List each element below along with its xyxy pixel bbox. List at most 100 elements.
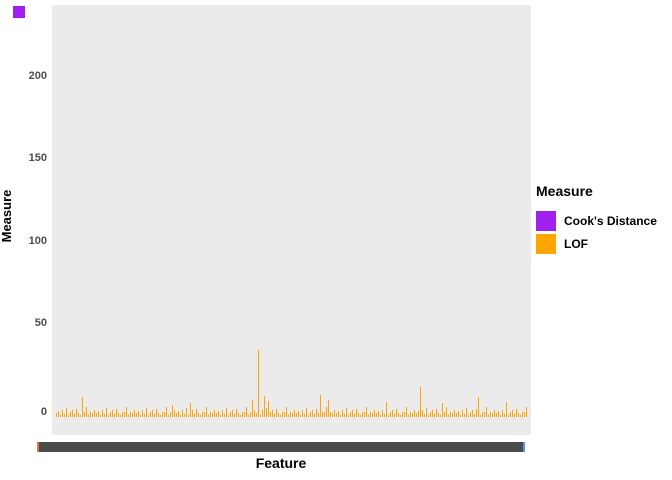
bar <box>196 409 198 417</box>
bar <box>390 412 392 417</box>
bar <box>114 414 116 417</box>
bar <box>286 406 288 417</box>
bar <box>226 408 228 417</box>
bar <box>310 412 312 417</box>
bar <box>126 406 128 417</box>
bar <box>298 410 300 417</box>
bar <box>120 415 122 417</box>
bar <box>356 409 358 417</box>
bar <box>510 412 512 417</box>
bar <box>128 414 130 417</box>
bar <box>396 409 398 417</box>
bar <box>90 411 92 417</box>
bar <box>194 414 196 417</box>
y-tick-50: 50 <box>34 316 47 329</box>
bar <box>300 414 302 417</box>
bar <box>176 413 178 417</box>
bar <box>262 410 264 417</box>
bar <box>104 413 106 417</box>
bar <box>454 409 456 417</box>
bar <box>202 411 204 417</box>
bar <box>162 411 164 417</box>
bar <box>234 414 236 417</box>
bar <box>244 412 246 417</box>
bar <box>508 415 510 417</box>
bar <box>56 413 58 417</box>
y-tick-200: 200 <box>28 70 47 82</box>
bar <box>248 414 250 417</box>
bar <box>86 406 88 417</box>
bar <box>268 401 270 417</box>
bar <box>212 413 214 417</box>
y-tick-100: 100 <box>28 235 47 247</box>
bar <box>124 412 126 417</box>
bar <box>274 414 276 417</box>
y-axis-title: Measure <box>0 189 14 243</box>
bar <box>524 412 526 417</box>
bar <box>242 411 244 417</box>
bar <box>130 411 132 417</box>
bar <box>232 410 234 417</box>
bar <box>228 415 230 417</box>
bar <box>94 409 96 417</box>
bar <box>520 415 522 417</box>
legend-title: Measure <box>536 183 593 199</box>
bar <box>384 413 386 417</box>
bar <box>470 412 472 417</box>
bar <box>218 410 220 417</box>
bar <box>434 414 436 417</box>
bar <box>70 412 72 417</box>
bar <box>284 412 286 417</box>
bar <box>230 412 232 417</box>
bar <box>352 410 354 417</box>
bar <box>366 406 368 417</box>
bar <box>420 386 422 417</box>
bar <box>334 409 336 417</box>
bar <box>474 414 476 417</box>
bar <box>330 411 332 417</box>
bar <box>236 409 238 417</box>
bar <box>456 413 458 417</box>
bar <box>136 413 138 417</box>
bar <box>282 411 284 417</box>
bar <box>288 414 290 417</box>
bar <box>200 415 202 417</box>
bar <box>360 415 362 417</box>
bar <box>272 410 274 417</box>
bar <box>140 414 142 417</box>
bar <box>424 413 426 417</box>
bar <box>500 414 502 417</box>
x-axis-last-label-sliver <box>523 442 525 452</box>
bar <box>172 404 174 417</box>
bar <box>342 410 344 417</box>
bar <box>370 411 372 417</box>
x-axis-first-label-sliver <box>37 442 39 452</box>
bar <box>100 414 102 417</box>
bar <box>302 410 304 417</box>
bar <box>344 413 346 417</box>
bar <box>380 414 382 417</box>
bar <box>92 413 94 417</box>
bar <box>394 414 396 417</box>
bar <box>152 410 154 417</box>
bar <box>386 401 388 417</box>
bar <box>158 412 160 417</box>
bar <box>466 408 468 417</box>
bar <box>400 415 402 417</box>
bar <box>490 411 492 417</box>
bar <box>446 406 448 417</box>
bar <box>498 410 500 417</box>
bar <box>148 415 150 417</box>
bar <box>358 412 360 417</box>
bar <box>60 414 62 417</box>
bar <box>322 411 324 417</box>
bar <box>188 415 190 417</box>
bar <box>246 406 248 417</box>
bar <box>442 402 444 417</box>
bar <box>122 411 124 417</box>
bar <box>492 413 494 417</box>
bar <box>312 410 314 417</box>
bar <box>110 412 112 417</box>
bar <box>216 413 218 417</box>
bar <box>206 406 208 417</box>
